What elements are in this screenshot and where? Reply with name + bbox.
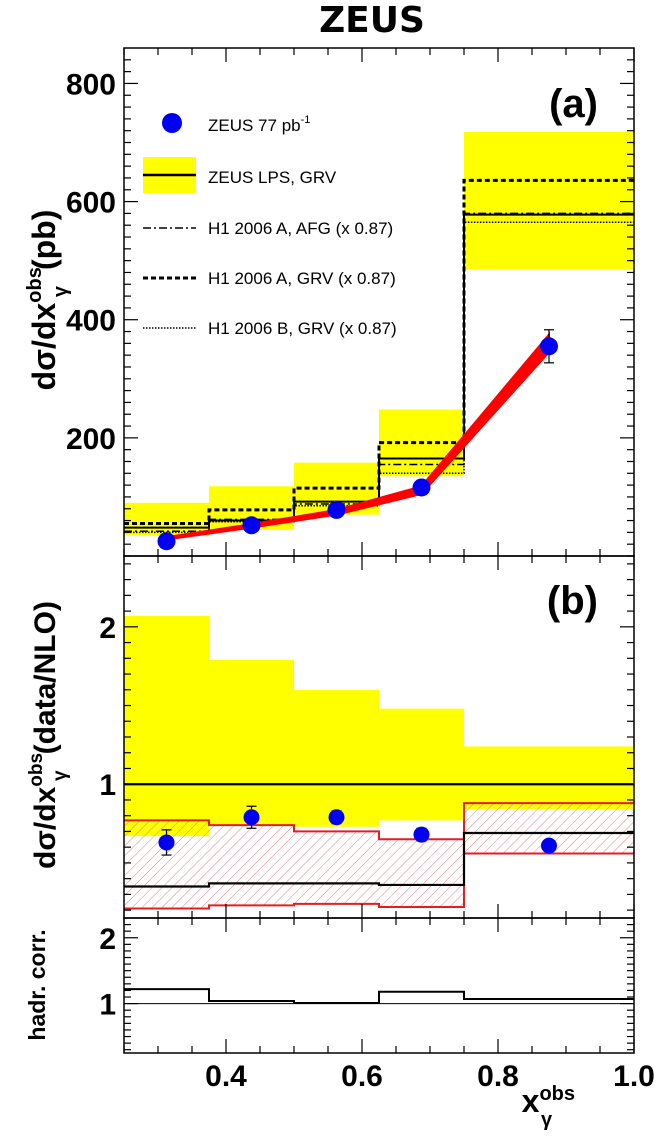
panel-b-ylabel: dσ/dxobs γ (data/NLO) bbox=[26, 601, 71, 869]
ratio-hatched-band-bin-2 bbox=[294, 831, 379, 904]
figure-title: ZEUS bbox=[319, 0, 425, 41]
panel-b: (b) 1 2 dσ/dxobs γ (data/NLO) bbox=[26, 555, 635, 919]
legend-label-lps: ZEUS LPS, GRV bbox=[208, 168, 337, 187]
data-point-0 bbox=[157, 532, 176, 551]
ratio-point-0 bbox=[158, 834, 175, 851]
panel-b-ylabel-main: dσ/dx bbox=[29, 786, 62, 869]
panel-hadr-ylabel: hadr. corr. bbox=[24, 929, 50, 1040]
panel-a-ylabel-sub: γ bbox=[50, 285, 72, 297]
xtick-label: 0.8 bbox=[477, 1060, 519, 1093]
legend-label-zeus-data: ZEUS 77 pb-1 bbox=[208, 114, 310, 135]
panel-a-ylabel-main: dσ/dx bbox=[26, 303, 62, 391]
legend-label-h1a: H1 2006 A, GRV (x 0.87) bbox=[208, 269, 396, 288]
xtick-label: 0.6 bbox=[341, 1060, 383, 1093]
panel-a-ylabel-sup: obs bbox=[24, 267, 46, 303]
ratio-yellow-band-bin-2 bbox=[294, 689, 379, 827]
panel-a-ytick-label: 200 bbox=[66, 423, 116, 456]
x-axis-sub: γ bbox=[541, 1109, 553, 1131]
ratio-hatched-band-bin-3 bbox=[379, 839, 464, 907]
panel-a-ytick-label: 600 bbox=[66, 187, 116, 220]
data-point-1 bbox=[242, 516, 261, 535]
legend-zeus-sup: -1 bbox=[301, 114, 311, 126]
ratio-yellow-band-bin-1 bbox=[209, 659, 294, 826]
panel-a-ytick-label: 400 bbox=[66, 305, 116, 338]
ratio-hatched-band-bin-1 bbox=[209, 825, 294, 906]
panel-a-legend: ZEUS 77 pb-1 ZEUS LPS, GRV H1 2006 A, AF… bbox=[143, 113, 397, 338]
panel-a-ylabel: dσ/dxobs γ (pb) bbox=[24, 210, 72, 391]
panel-hadr: 1 2 hadr. corr. bbox=[24, 917, 635, 1054]
panel-b-ylabel-unit: (data/NLO) bbox=[29, 601, 62, 754]
legend-label-afg: H1 2006 A, AFG (x 0.87) bbox=[208, 219, 393, 238]
legend-label-h1b: H1 2006 B, GRV (x 0.87) bbox=[208, 319, 397, 338]
hadr-correction-line bbox=[124, 988, 634, 1004]
panel-a: (a) ZEUS 77 pb-1 ZEUS LPS, GRV H1 2006 A… bbox=[24, 47, 635, 557]
legend-zeus-label: ZEUS 77 pb bbox=[208, 116, 301, 135]
ratio-black-line bbox=[124, 831, 634, 888]
ratio-yellow-band-bin-0 bbox=[124, 615, 209, 837]
panel-b-ytick-label: 2 bbox=[99, 612, 116, 645]
lps-band-bin-0 bbox=[124, 502, 209, 536]
panel-a-ylabel-unit: (pb) bbox=[26, 210, 62, 270]
data-point-4 bbox=[540, 337, 558, 356]
panel-b-ylabel-sub: γ bbox=[50, 770, 71, 781]
panel-b-label: (b) bbox=[547, 579, 598, 623]
x-axis-sup: obs bbox=[539, 1083, 575, 1105]
ratio-point-2 bbox=[328, 809, 345, 826]
legend-marker-zeus-data bbox=[162, 113, 182, 133]
xtick-label: 1.0 bbox=[613, 1060, 655, 1093]
x-axis-label: xobs γ bbox=[522, 1083, 575, 1131]
ratio-point-3 bbox=[413, 826, 430, 843]
ratio-hatched-upper bbox=[124, 802, 634, 841]
panel-b-ytick-label: 1 bbox=[99, 769, 116, 802]
panel-a-label: (a) bbox=[549, 82, 598, 126]
ratio-point-1 bbox=[243, 809, 260, 826]
x-axis-main: x bbox=[522, 1083, 540, 1119]
ratio-point-4 bbox=[541, 837, 557, 854]
data-point-2 bbox=[327, 500, 346, 519]
ratio-yellow-band-bin-3 bbox=[379, 708, 464, 821]
xtick-label: 0.4 bbox=[205, 1060, 247, 1093]
data-point-3 bbox=[412, 478, 431, 497]
lps-band-bin-4 bbox=[464, 131, 634, 270]
panel-a-ytick-label: 800 bbox=[66, 68, 116, 101]
panel-b-ylabel-sup: obs bbox=[26, 753, 47, 787]
panel-hadr-frame bbox=[123, 917, 635, 1054]
panel-hadr-ytick-label: 2 bbox=[99, 923, 116, 956]
panel-hadr-ytick-label: 1 bbox=[99, 989, 116, 1022]
ratio-yellow-band-bin-4 bbox=[464, 746, 634, 810]
